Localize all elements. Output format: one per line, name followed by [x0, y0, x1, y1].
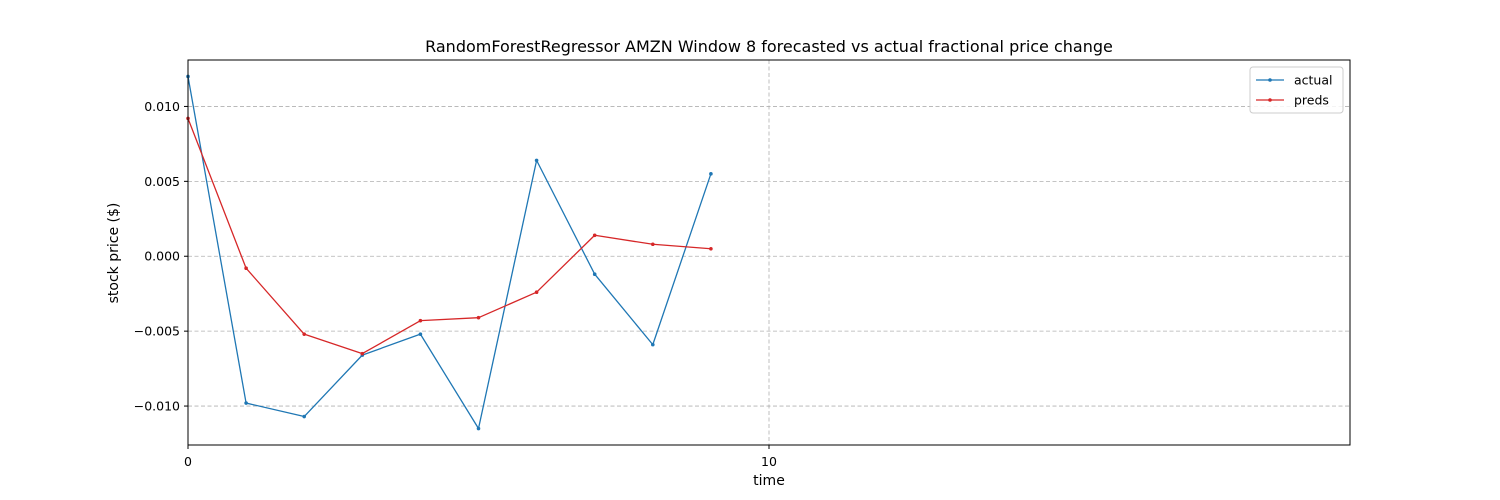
data-point-preds	[592, 233, 597, 238]
y-tick-label: 0.000	[144, 249, 180, 264]
data-point-actual	[534, 158, 539, 163]
data-point-preds	[534, 290, 539, 294]
legend-label-actual: actual	[1294, 73, 1333, 88]
x-tick-label: 0	[184, 454, 192, 469]
data-point-preds	[476, 315, 481, 320]
data-point-preds	[244, 266, 248, 271]
y-axis-ticks: 0.010 0.005 0.000 −0.005 −0.010	[134, 99, 188, 414]
chart-title: RandomForestRegressor AMZN Window 8 fore…	[425, 37, 1113, 56]
data-point-actual	[244, 401, 248, 405]
data-point-preds	[302, 332, 307, 336]
legend-marker-actual	[1268, 78, 1272, 82]
y-tick-label: 0.005	[144, 174, 180, 189]
x-axis-ticks: 0 10	[184, 445, 777, 469]
legend-box	[1249, 66, 1344, 114]
grid	[187, 60, 1350, 445]
x-tick-label: 10	[761, 454, 777, 469]
y-tick-label: −0.005	[134, 324, 180, 339]
data-point-preds	[360, 351, 365, 356]
data-point-actual	[651, 342, 655, 347]
data-point-actual	[709, 172, 713, 176]
y-axis-label: stock price ($)	[106, 203, 122, 304]
legend-marker-preds	[1268, 98, 1272, 102]
y-tick-label: 0.010	[144, 99, 180, 114]
data-point-preds	[418, 318, 423, 323]
series-line-preds	[187, 118, 711, 355]
legend: actual preds	[1249, 66, 1344, 114]
data-point-actual	[418, 332, 423, 336]
y-tick-label: −0.010	[134, 399, 180, 414]
data-point-actual	[592, 272, 597, 277]
x-axis-label: time	[753, 473, 785, 489]
data-point-preds	[651, 242, 655, 247]
data-point-actual	[476, 426, 481, 431]
data-point-actual	[302, 414, 307, 419]
legend-label-preds: preds	[1294, 93, 1329, 108]
series-line-actual	[187, 76, 712, 430]
series-group	[186, 74, 713, 431]
data-point-preds	[709, 246, 713, 251]
